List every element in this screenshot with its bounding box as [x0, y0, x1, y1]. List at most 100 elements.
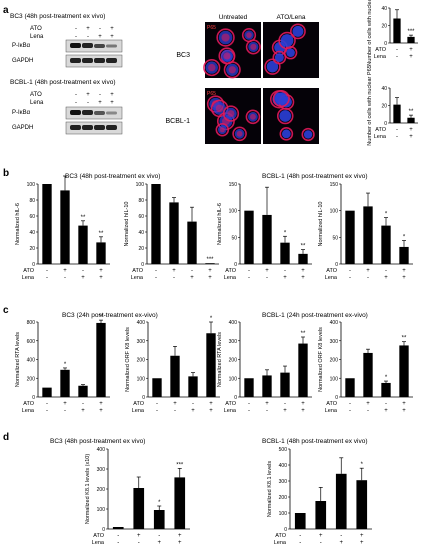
chart-title-b-bc3: BC3 (48h post-treatment ex vivo): [65, 173, 160, 180]
blot-sign: -: [87, 100, 89, 106]
bar: [393, 104, 401, 123]
significance-label: *: [284, 230, 287, 236]
y-tick-label: 40: [138, 230, 144, 236]
blot-sign: +: [110, 100, 114, 106]
y-tick-label: 500: [279, 447, 288, 453]
bar: [345, 210, 355, 264]
y-axis-label: Normalized ORF K8 levels: [318, 327, 324, 392]
y-tick-label: 50: [332, 235, 338, 241]
treatment-sign: -: [155, 268, 157, 274]
treatment-sign: +: [265, 401, 269, 407]
treatment-row-label: ATO: [133, 401, 145, 407]
cell-stain: [301, 127, 315, 142]
treatment-sign: -: [82, 401, 84, 407]
bar: [356, 480, 368, 529]
y-tick-label: 200: [27, 376, 36, 382]
blot-band: [106, 111, 117, 115]
significance-label: *: [64, 362, 67, 368]
bar: [42, 387, 52, 397]
y-axis-label: Normalized hIL-10: [318, 202, 324, 247]
cell-nucleus: [292, 25, 304, 37]
treatment-sign: -: [349, 401, 351, 407]
bar: [345, 378, 355, 397]
blot-band-label: GAPDH: [12, 125, 33, 131]
treatment-sign: -: [385, 268, 387, 274]
blot-sign: -: [87, 34, 89, 40]
treatment-row-label: Lena: [22, 275, 35, 281]
blot-band-label: P-IκBα: [12, 110, 31, 116]
bar: [187, 221, 197, 264]
y-tick-label: 80: [29, 198, 35, 204]
bar: [244, 378, 254, 397]
bar: [280, 372, 290, 397]
treatment-sign: +: [99, 268, 103, 274]
treatment-row-label: ATO: [23, 401, 35, 407]
cell-nucleus: [266, 60, 279, 73]
panel-label-b: b: [3, 168, 9, 179]
chart-title-d-bc3: BC3 (48h post-treatment ex vivo): [50, 438, 145, 445]
treatment-sign: +: [301, 275, 305, 281]
y-tick-label: 0: [335, 262, 338, 268]
treatment-sign: -: [156, 401, 158, 407]
y-tick-label: 20: [29, 246, 35, 252]
y-tick-label: 100: [137, 376, 146, 382]
treatment-sign: +: [209, 401, 213, 407]
treatment-sign: +: [172, 268, 176, 274]
bar: [60, 369, 70, 397]
bar: [206, 333, 216, 397]
y-tick-label: 0: [141, 262, 144, 268]
y-tick-label: 40: [381, 86, 387, 92]
y-tick-label: 60: [138, 214, 144, 220]
significance-label: **: [402, 336, 407, 342]
bar: [399, 345, 409, 397]
treatment-sign: +: [265, 268, 269, 274]
treatment-sign: -: [367, 275, 369, 281]
treatment-row-label: Lena: [224, 408, 237, 414]
bar: [78, 225, 88, 264]
blot-band: [106, 44, 117, 48]
y-axis-label: Normalized RTA levels: [217, 332, 223, 387]
cell-stain: [218, 47, 236, 65]
cell-nucleus: [275, 92, 288, 105]
treatment-sign: -: [367, 408, 369, 414]
treatment-row-label: Lena: [374, 134, 387, 140]
treatment-sign: +: [99, 401, 103, 407]
y-tick-label: 100: [229, 376, 238, 382]
treatment-sign: +: [99, 275, 103, 281]
y-tick-label: 50: [231, 235, 237, 241]
bar: [298, 343, 308, 397]
treatment-row-label: ATO: [326, 401, 338, 407]
bar: [298, 253, 308, 264]
treatment-sign: +: [402, 275, 406, 281]
significance-label: **: [81, 215, 86, 221]
treatment-sign: -: [174, 408, 176, 414]
treatment-sign: +: [360, 533, 364, 539]
y-tick-label: 300: [97, 467, 106, 473]
treatment-sign: -: [349, 408, 351, 414]
cell-stain: [290, 23, 306, 40]
significance-label: *: [385, 375, 388, 381]
y-tick-label: 20: [381, 104, 387, 110]
cell-nucleus: [279, 110, 292, 122]
cell-stain: [215, 122, 230, 137]
cell-stain: [232, 126, 247, 142]
treatment-sign: -: [396, 134, 398, 140]
blot-sign: +: [110, 92, 114, 98]
y-tick-label: 40: [381, 6, 387, 12]
treatment-sign: -: [117, 533, 119, 539]
significance-label: *: [361, 462, 364, 468]
significance-label: **: [301, 244, 306, 250]
treatment-sign: +: [409, 54, 413, 60]
treatment-sign: -: [396, 47, 398, 53]
blot-band: [70, 58, 81, 63]
micro-row-label-bc3: BC3: [176, 52, 190, 59]
y-tick-label: 20: [138, 246, 144, 252]
treatment-sign: +: [178, 533, 182, 539]
y-tick-label: 200: [137, 358, 146, 364]
treatment-sign: +: [409, 47, 413, 53]
chart-title-c-bc3: BC3 (24h post-treatment ex-vivo): [62, 312, 158, 319]
bar: [363, 352, 373, 397]
treatment-sign: -: [46, 268, 48, 274]
